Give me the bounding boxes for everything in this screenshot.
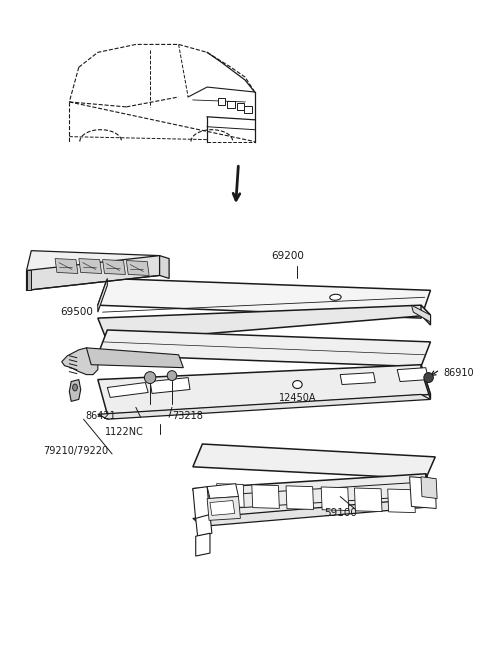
Polygon shape bbox=[193, 474, 435, 518]
Polygon shape bbox=[421, 365, 431, 399]
Polygon shape bbox=[210, 501, 235, 515]
Circle shape bbox=[424, 373, 433, 382]
Polygon shape bbox=[340, 373, 375, 384]
Polygon shape bbox=[79, 259, 102, 273]
Polygon shape bbox=[193, 487, 210, 520]
Ellipse shape bbox=[330, 294, 341, 300]
Polygon shape bbox=[62, 348, 98, 374]
Circle shape bbox=[167, 371, 177, 380]
Text: 86910: 86910 bbox=[444, 368, 474, 378]
Polygon shape bbox=[26, 256, 160, 290]
Polygon shape bbox=[388, 489, 415, 512]
Polygon shape bbox=[193, 499, 435, 526]
Polygon shape bbox=[126, 261, 149, 275]
Polygon shape bbox=[55, 259, 78, 273]
Bar bbox=[237, 103, 244, 110]
Polygon shape bbox=[26, 271, 31, 290]
Polygon shape bbox=[98, 394, 431, 419]
Polygon shape bbox=[397, 368, 429, 382]
Polygon shape bbox=[421, 306, 431, 325]
Text: 59100: 59100 bbox=[324, 509, 357, 518]
Circle shape bbox=[144, 372, 156, 384]
Polygon shape bbox=[98, 306, 431, 342]
Text: 1122NC: 1122NC bbox=[105, 427, 144, 437]
Polygon shape bbox=[321, 487, 349, 510]
Text: 12450A: 12450A bbox=[279, 394, 316, 403]
Polygon shape bbox=[108, 382, 148, 397]
Polygon shape bbox=[252, 485, 279, 509]
Polygon shape bbox=[98, 279, 431, 318]
Polygon shape bbox=[150, 378, 190, 394]
Bar bbox=[217, 98, 225, 105]
Polygon shape bbox=[196, 514, 212, 536]
Polygon shape bbox=[409, 477, 436, 509]
Polygon shape bbox=[196, 533, 210, 556]
Text: 79210/79220: 79210/79220 bbox=[43, 446, 108, 456]
Polygon shape bbox=[98, 365, 431, 415]
Ellipse shape bbox=[72, 384, 77, 391]
Bar bbox=[244, 106, 252, 113]
Polygon shape bbox=[216, 484, 244, 507]
Polygon shape bbox=[286, 486, 313, 509]
Text: 69200: 69200 bbox=[272, 250, 304, 261]
Polygon shape bbox=[98, 330, 431, 367]
Polygon shape bbox=[354, 488, 382, 512]
Ellipse shape bbox=[293, 380, 302, 388]
Polygon shape bbox=[421, 477, 437, 499]
Polygon shape bbox=[103, 260, 125, 275]
Polygon shape bbox=[26, 251, 160, 275]
Bar bbox=[227, 101, 235, 108]
Text: 73218: 73218 bbox=[172, 411, 203, 421]
Polygon shape bbox=[98, 279, 108, 312]
Text: 69500: 69500 bbox=[60, 307, 93, 317]
Polygon shape bbox=[207, 497, 240, 520]
Polygon shape bbox=[207, 484, 239, 499]
Polygon shape bbox=[160, 256, 169, 279]
Polygon shape bbox=[86, 348, 183, 368]
Polygon shape bbox=[69, 380, 81, 401]
Text: 86421: 86421 bbox=[85, 411, 116, 421]
Polygon shape bbox=[411, 306, 431, 322]
Polygon shape bbox=[193, 444, 435, 479]
Polygon shape bbox=[426, 474, 435, 509]
